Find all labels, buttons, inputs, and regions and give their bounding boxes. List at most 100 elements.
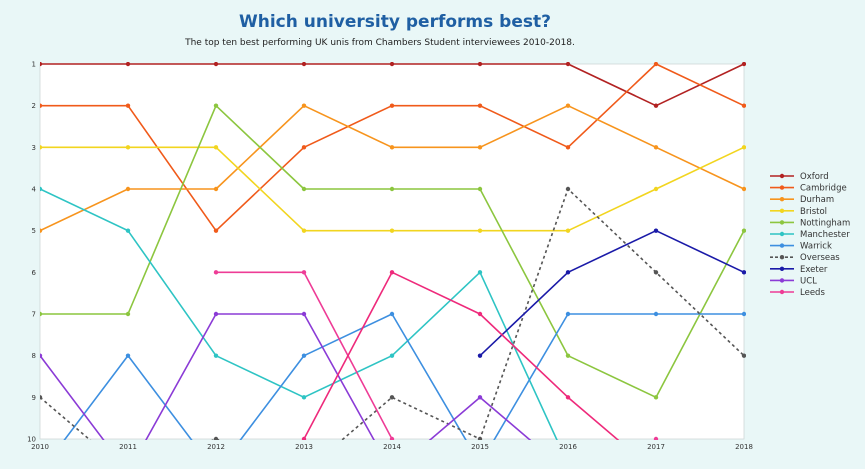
legend-entry-warrick: Warrick bbox=[800, 242, 832, 252]
legend-swatch-marker bbox=[779, 243, 785, 248]
data-point-manchester bbox=[213, 353, 219, 358]
legend-entry-leeds: Leeds bbox=[800, 288, 825, 298]
y-tick-label: 4 bbox=[32, 186, 37, 194]
legend-swatch-marker bbox=[779, 197, 785, 202]
legend-swatch-marker bbox=[779, 289, 785, 295]
data-point-oxford bbox=[565, 62, 571, 67]
legend-swatch-marker bbox=[779, 231, 785, 237]
plot-area bbox=[39, 63, 745, 440]
data-point-overseas bbox=[477, 436, 483, 440]
data-point-overseas bbox=[653, 270, 659, 275]
data-point-warrick bbox=[741, 311, 746, 317]
legend-entry-manchester: Manchester bbox=[800, 230, 850, 240]
data-point-bristol bbox=[565, 228, 571, 233]
legend-swatch-marker bbox=[779, 220, 785, 225]
data-point-oxford bbox=[653, 103, 659, 108]
data-point-warrick bbox=[389, 311, 395, 317]
x-tick-label: 2018 bbox=[735, 443, 753, 451]
data-point-ucl bbox=[213, 311, 219, 317]
x-tick-label: 2013 bbox=[295, 443, 313, 451]
data-point-nottingham bbox=[125, 311, 131, 317]
data-point-oxford bbox=[477, 62, 483, 67]
data-point-manchester bbox=[40, 186, 43, 192]
data-point-leeds bbox=[301, 270, 307, 275]
data-point-nottingham bbox=[301, 186, 307, 192]
data-point-durham bbox=[565, 103, 571, 108]
data-point-unlabeled bbox=[565, 395, 571, 400]
data-point-manchester bbox=[301, 395, 307, 400]
chart-title: Which university performs best? bbox=[239, 12, 551, 32]
data-point-manchester bbox=[389, 353, 395, 358]
data-point-durham bbox=[40, 228, 43, 233]
data-point-cambridge bbox=[653, 62, 659, 67]
data-point-durham bbox=[213, 186, 219, 192]
x-tick-label: 2011 bbox=[119, 443, 137, 451]
data-point-durham bbox=[653, 145, 659, 150]
legend-swatch-marker bbox=[779, 278, 785, 283]
data-point-ucl bbox=[40, 353, 43, 358]
data-point-cambridge bbox=[301, 145, 307, 150]
data-point-warrick bbox=[653, 311, 659, 317]
data-point-cambridge bbox=[389, 103, 395, 108]
data-point-leeds bbox=[653, 436, 659, 440]
chart-subtitle: The top ten best performing UK unis from… bbox=[185, 38, 575, 48]
data-point-nottingham bbox=[741, 228, 746, 233]
y-tick-label: 2 bbox=[32, 102, 36, 110]
data-point-durham bbox=[125, 186, 131, 192]
data-point-exeter bbox=[741, 270, 746, 275]
data-point-leeds bbox=[389, 436, 395, 440]
data-point-cambridge bbox=[741, 103, 746, 108]
data-point-durham bbox=[741, 186, 746, 192]
x-tick-label: 2014 bbox=[383, 443, 401, 451]
legend-entry-nottingham: Nottingham bbox=[800, 218, 850, 228]
legend-swatch-marker bbox=[779, 255, 785, 260]
data-point-warrick bbox=[301, 353, 307, 358]
data-point-bristol bbox=[653, 186, 659, 192]
data-point-unlabeled bbox=[477, 311, 483, 317]
legend-entry-durham: Durham bbox=[800, 195, 834, 205]
data-point-oxford bbox=[213, 62, 219, 67]
x-tick-label: 2017 bbox=[647, 443, 665, 451]
data-point-manchester bbox=[125, 228, 131, 233]
legend-swatch-marker bbox=[779, 185, 785, 190]
data-point-durham bbox=[301, 103, 307, 108]
data-point-nottingham bbox=[477, 186, 483, 192]
data-point-warrick bbox=[565, 311, 571, 317]
data-point-overseas bbox=[40, 395, 43, 400]
data-point-overseas bbox=[389, 395, 395, 400]
y-tick-label: 5 bbox=[32, 227, 36, 235]
legend-swatch-marker bbox=[779, 173, 785, 179]
data-point-warrick bbox=[125, 353, 131, 358]
x-tick-label: 2015 bbox=[471, 443, 489, 451]
data-point-bristol bbox=[389, 228, 395, 233]
data-point-oxford bbox=[301, 62, 307, 67]
data-point-unlabeled bbox=[301, 436, 307, 440]
y-tick-label: 6 bbox=[32, 269, 37, 277]
x-tick-label: 2012 bbox=[207, 443, 225, 451]
data-point-cambridge bbox=[565, 145, 571, 150]
y-tick-label: 10 bbox=[27, 436, 36, 444]
y-tick-label: 7 bbox=[32, 311, 36, 319]
data-point-bristol bbox=[477, 228, 483, 233]
data-point-bristol bbox=[301, 228, 307, 233]
legend-swatch-marker bbox=[779, 208, 785, 213]
legend-entry-exeter: Exeter bbox=[800, 265, 828, 275]
data-point-overseas bbox=[565, 186, 571, 192]
data-point-nottingham bbox=[389, 186, 395, 192]
legend-entry-cambridge: Cambridge bbox=[800, 184, 847, 194]
data-point-nottingham bbox=[213, 103, 219, 108]
data-point-manchester bbox=[477, 270, 483, 275]
legend-entry-ucl: UCL bbox=[800, 276, 817, 286]
data-point-oxford bbox=[389, 62, 395, 67]
legend-entry-oxford: Oxford bbox=[800, 172, 829, 182]
y-tick-label: 9 bbox=[32, 394, 36, 402]
data-point-nottingham bbox=[653, 395, 659, 400]
legend-entry-bristol: Bristol bbox=[800, 207, 827, 217]
x-tick-label: 2010 bbox=[31, 443, 49, 451]
legend-swatch-marker bbox=[779, 266, 785, 271]
y-tick-label: 8 bbox=[32, 352, 36, 360]
data-point-bristol bbox=[213, 145, 219, 150]
data-point-ucl bbox=[301, 311, 307, 317]
data-point-nottingham bbox=[40, 311, 43, 317]
